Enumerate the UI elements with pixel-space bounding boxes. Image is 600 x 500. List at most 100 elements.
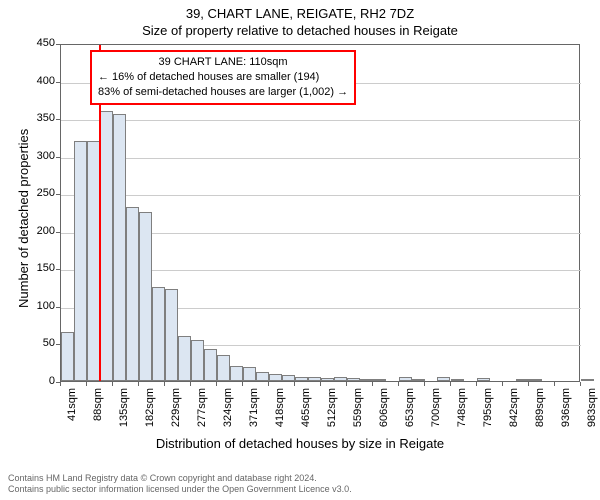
x-tick-label: 182sqm [144,388,156,436]
histogram-bar [581,379,594,381]
x-tick-mark [60,382,61,386]
footer-line-1: Contains HM Land Registry data © Crown c… [8,473,352,485]
chart-subtitle: Size of property relative to detached ho… [0,21,600,38]
gridline-horizontal [61,120,581,121]
page-title: 39, CHART LANE, REIGATE, RH2 7DZ [0,0,600,21]
x-tick-label: 418sqm [274,388,286,436]
histogram-bar [321,378,334,381]
annotation-line: 83% of semi-detached houses are larger (… [98,85,348,100]
x-tick-label: 936sqm [560,388,572,436]
y-tick-label: 400 [25,75,55,87]
y-tick-mark [56,44,60,45]
gridline-horizontal [61,158,581,159]
histogram-bar [282,375,295,381]
y-tick-mark [56,157,60,158]
x-axis-label: Distribution of detached houses by size … [0,436,600,451]
y-tick-mark [56,269,60,270]
x-tick-mark [112,382,113,386]
histogram-bar [347,378,360,381]
annotation-box: 39 CHART LANE: 110sqm← 16% of detached h… [90,50,356,105]
histogram-bar [87,141,100,381]
y-tick-label: 250 [25,187,55,199]
x-tick-label: 700sqm [430,388,442,436]
histogram-bar [477,378,490,381]
y-tick-label: 350 [25,112,55,124]
x-tick-mark [450,382,451,386]
footer-attribution: Contains HM Land Registry data © Crown c… [8,473,352,496]
x-tick-label: 983sqm [586,388,598,436]
x-tick-label: 842sqm [508,388,520,436]
x-tick-label: 795sqm [482,388,494,436]
histogram-bar [100,111,113,381]
histogram-bar [204,349,217,381]
histogram-bar [74,141,87,381]
footer-line-2: Contains public sector information licen… [8,484,352,496]
histogram-bar [126,207,139,381]
x-tick-mark [242,382,243,386]
x-tick-label: 559sqm [352,388,364,436]
histogram-bar [256,372,269,381]
x-tick-mark [268,382,269,386]
histogram-bar [178,336,191,381]
x-tick-mark [320,382,321,386]
histogram-bar [412,379,425,381]
y-tick-mark [56,307,60,308]
x-tick-label: 371sqm [248,388,260,436]
histogram-bar [61,332,74,381]
x-tick-mark [476,382,477,386]
annotation-line: 39 CHART LANE: 110sqm [98,55,348,70]
x-tick-label: 748sqm [456,388,468,436]
histogram-bar [516,379,529,381]
y-tick-label: 200 [25,225,55,237]
x-tick-mark [502,382,503,386]
y-tick-label: 0 [25,375,55,387]
histogram-bar [308,377,321,382]
y-tick-label: 150 [25,262,55,274]
gridline-horizontal [61,195,581,196]
x-tick-label: 465sqm [300,388,312,436]
histogram-bar [451,379,464,381]
x-tick-mark [398,382,399,386]
x-tick-label: 889sqm [534,388,546,436]
x-tick-mark [424,382,425,386]
x-tick-mark [190,382,191,386]
histogram-bar [373,379,386,381]
x-tick-label: 606sqm [378,388,390,436]
x-tick-mark [164,382,165,386]
y-tick-mark [56,194,60,195]
x-tick-mark [528,382,529,386]
histogram-bar [269,374,282,382]
x-tick-label: 324sqm [222,388,234,436]
x-tick-mark [138,382,139,386]
histogram-bar [113,114,126,381]
histogram-bar [529,379,542,381]
y-tick-mark [56,82,60,83]
histogram-bar [360,379,373,381]
histogram-bar [295,377,308,382]
histogram-bar [217,355,230,381]
y-tick-label: 450 [25,37,55,49]
histogram-bar [243,367,256,381]
y-tick-label: 100 [25,300,55,312]
x-tick-label: 653sqm [404,388,416,436]
x-tick-mark [294,382,295,386]
x-tick-mark [372,382,373,386]
x-tick-mark [554,382,555,386]
histogram-bar [165,289,178,381]
x-tick-label: 512sqm [326,388,338,436]
x-tick-label: 277sqm [196,388,208,436]
histogram-bar [399,377,412,382]
x-tick-label: 88sqm [92,388,104,436]
histogram-bar [334,377,347,382]
x-tick-mark [346,382,347,386]
histogram-bar [437,377,450,382]
annotation-line: ← 16% of detached houses are smaller (19… [98,70,348,85]
y-tick-mark [56,232,60,233]
histogram-bar [230,366,243,381]
histogram-bar [191,340,204,381]
y-tick-mark [56,344,60,345]
x-tick-label: 135sqm [118,388,130,436]
y-tick-label: 300 [25,150,55,162]
x-tick-mark [86,382,87,386]
x-tick-label: 41sqm [66,388,78,436]
